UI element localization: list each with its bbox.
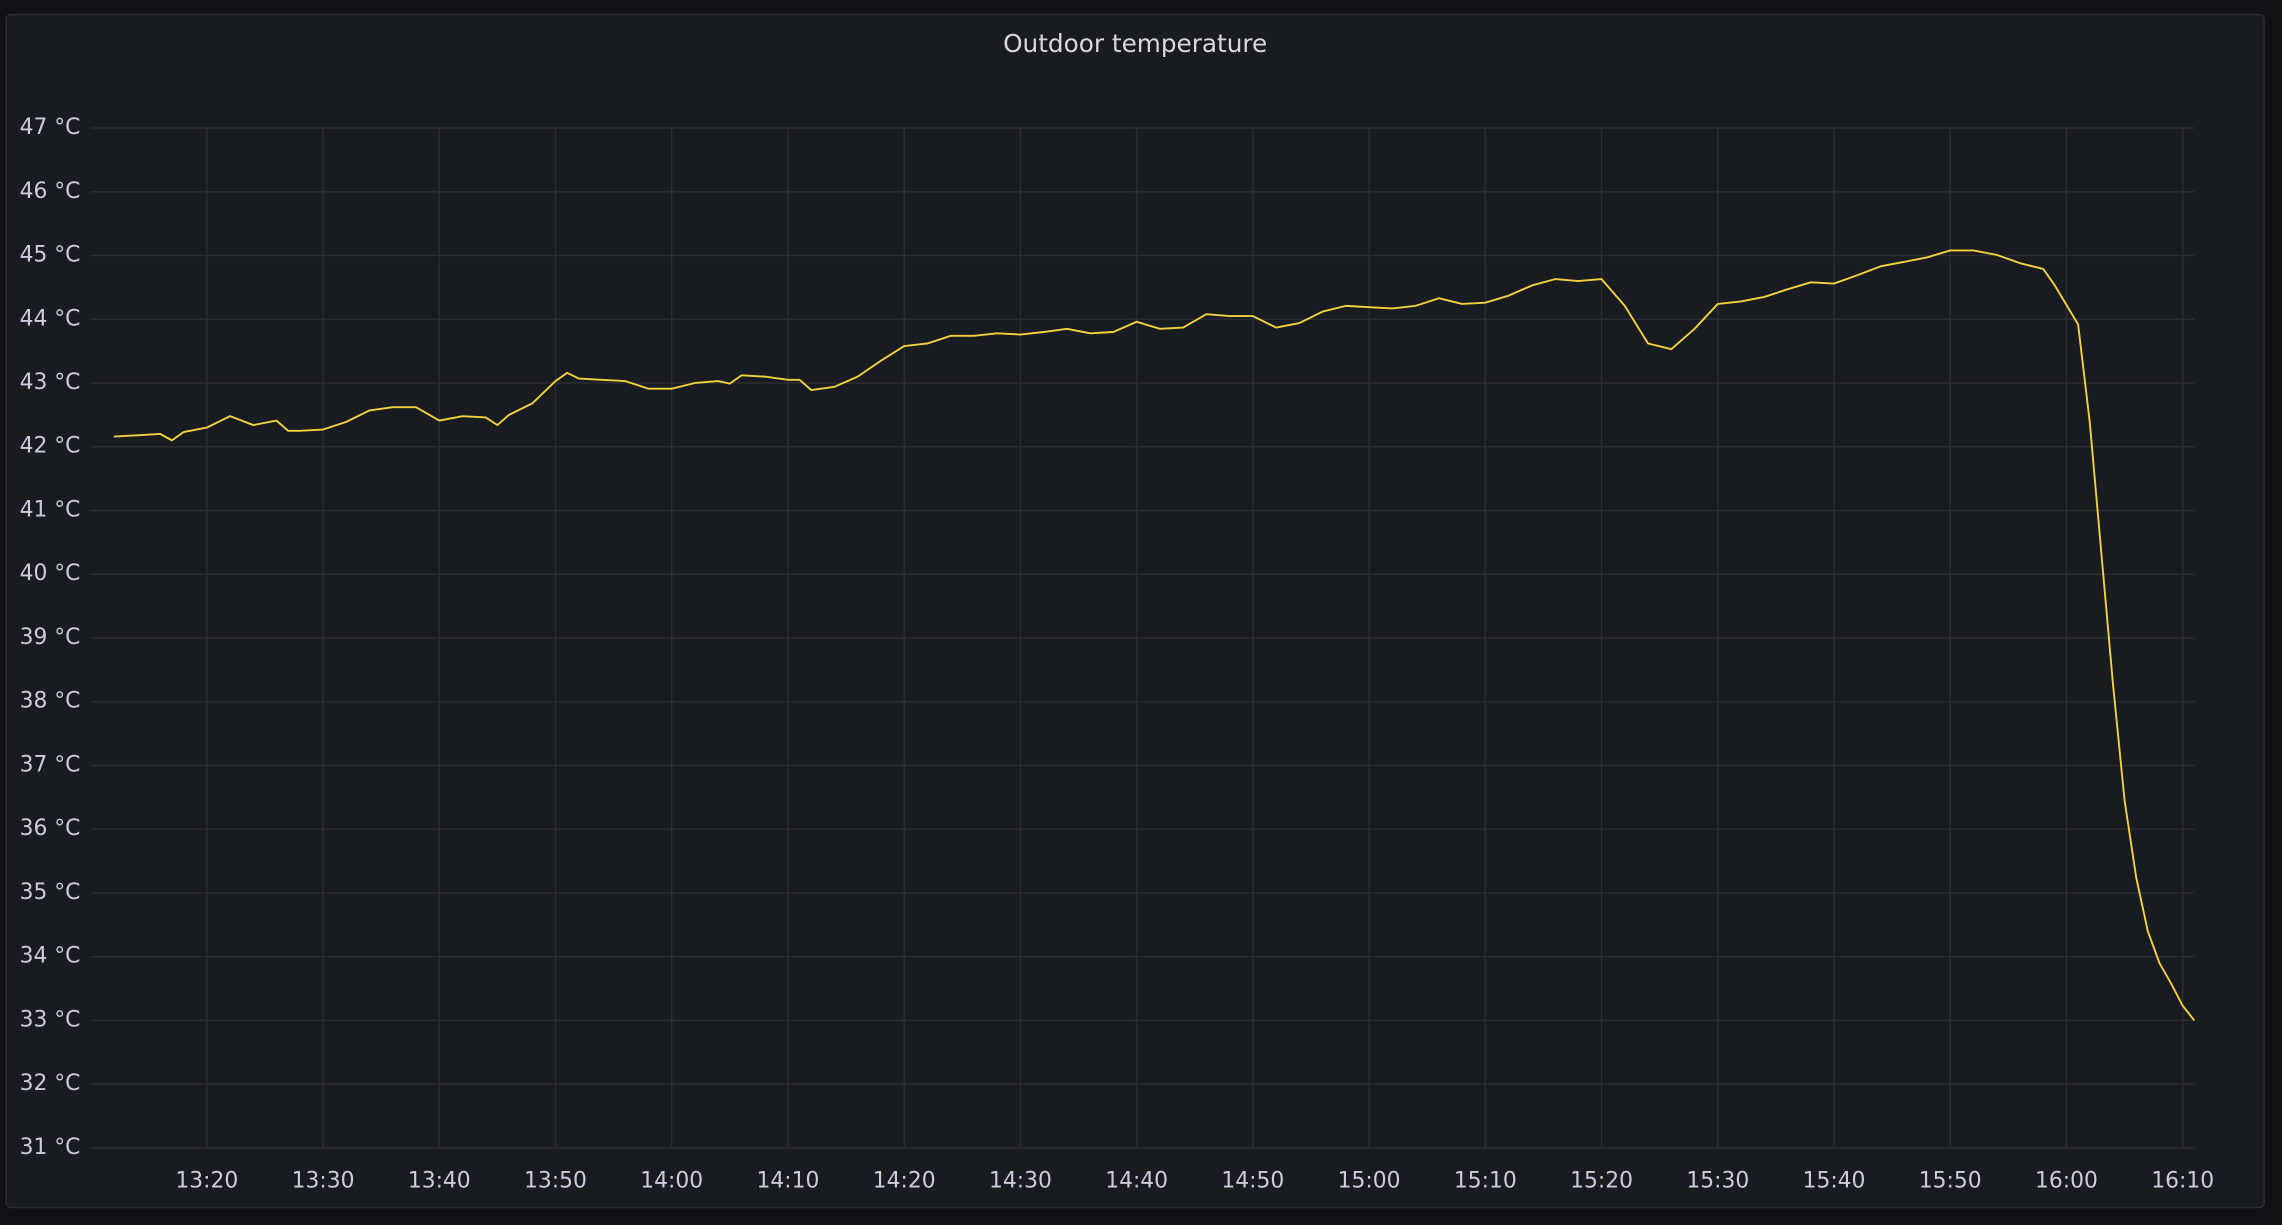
y-tick-label: 45 °C <box>20 243 81 268</box>
y-tick-label: 33 °C <box>20 1007 81 1032</box>
x-tick-label: 14:30 <box>989 1168 1052 1193</box>
y-tick-label: 39 °C <box>20 625 81 650</box>
x-tick-label: 15:00 <box>1338 1168 1401 1193</box>
data-line <box>113 249 2196 1022</box>
x-tick-label: 14:00 <box>640 1168 703 1193</box>
y-tick-label: 38 °C <box>20 689 81 714</box>
x-tick-label: 15:40 <box>1803 1168 1866 1193</box>
x-tick-label: 14:50 <box>1221 1168 1284 1193</box>
y-tick-label: 40 °C <box>20 561 81 586</box>
x-tick-label: 13:30 <box>292 1168 355 1193</box>
y-tick-label: 31 °C <box>20 1135 81 1160</box>
y-tick-label: 43 °C <box>20 370 81 395</box>
x-tick-label: 16:00 <box>2035 1168 2098 1193</box>
y-tick-label: 35 °C <box>20 880 81 905</box>
x-tick-label: 15:10 <box>1454 1168 1517 1193</box>
y-tick-label: 46 °C <box>20 179 81 204</box>
y-tick-label: 41 °C <box>20 497 81 522</box>
x-tick-label: 14:10 <box>757 1168 820 1193</box>
y-tick-label: 44 °C <box>20 306 81 331</box>
x-tick-label: 14:20 <box>873 1168 936 1193</box>
x-tick-label: 16:10 <box>2151 1168 2214 1193</box>
y-tick-label: 36 °C <box>20 816 81 841</box>
x-tick-label: 15:20 <box>1570 1168 1633 1193</box>
x-tick-label: 13:50 <box>524 1168 587 1193</box>
x-tick-label: 13:40 <box>408 1168 471 1193</box>
x-tick-label: 13:20 <box>175 1168 238 1193</box>
panel <box>5 13 2265 1209</box>
x-tick-label: 15:30 <box>1686 1168 1749 1193</box>
y-tick-label: 37 °C <box>20 752 81 777</box>
y-tick-label: 42 °C <box>20 434 81 459</box>
chart-title: Outdoor temperature <box>1003 29 1267 58</box>
x-tick-label: 14:40 <box>1105 1168 1168 1193</box>
y-tick-label: 47 °C <box>20 115 81 140</box>
y-tick-label: 34 °C <box>20 944 81 969</box>
x-tick-label: 15:50 <box>1919 1168 1982 1193</box>
y-tick-label: 32 °C <box>20 1071 81 1096</box>
